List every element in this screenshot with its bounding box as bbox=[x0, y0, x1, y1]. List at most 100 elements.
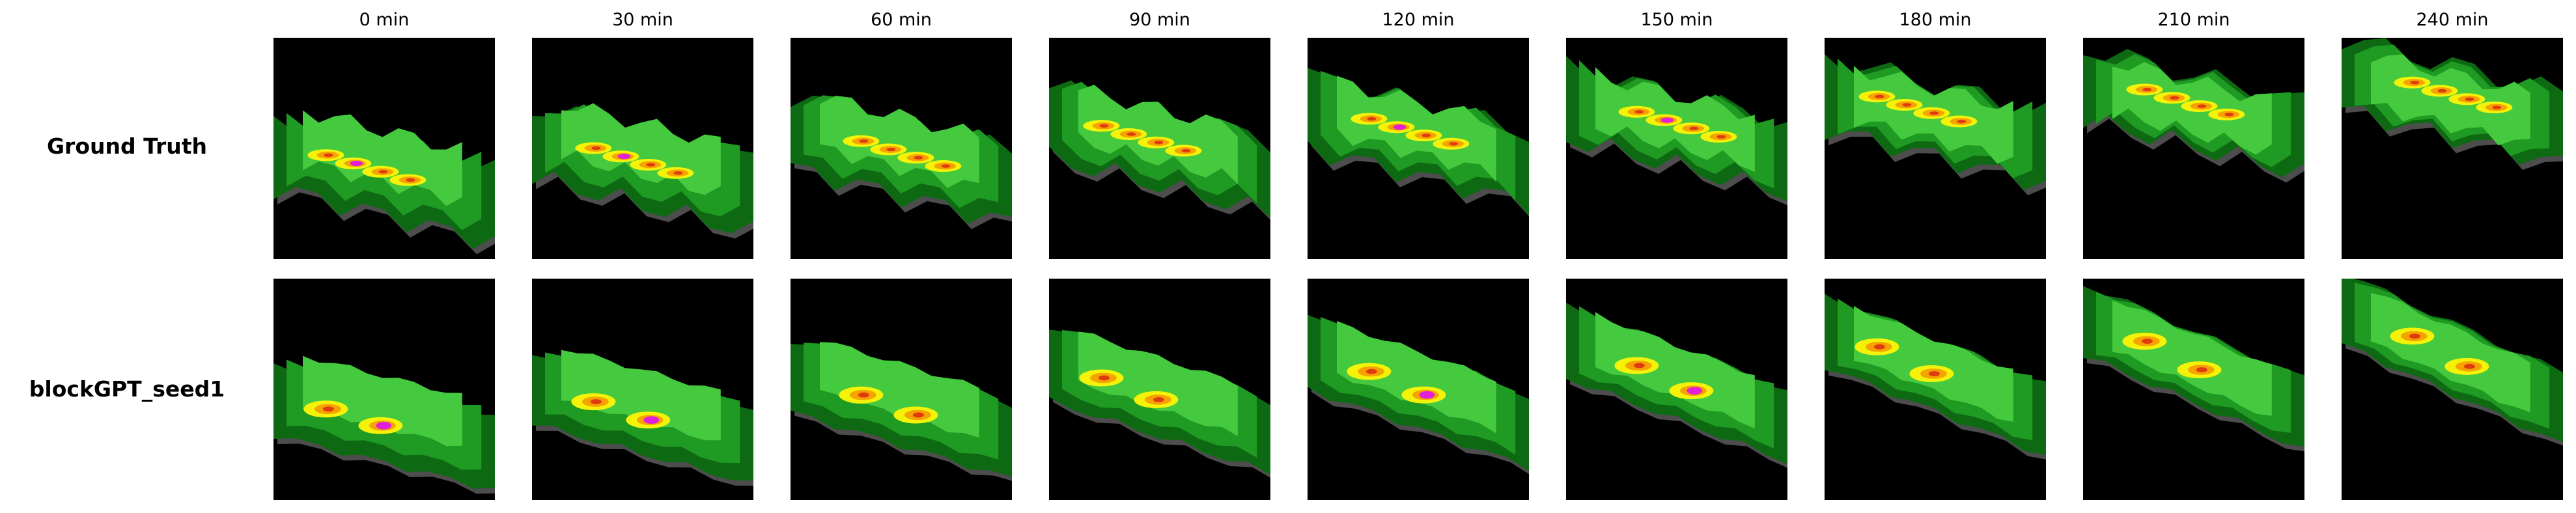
precip-red-core bbox=[886, 147, 896, 152]
precip-light-green bbox=[2371, 293, 2530, 413]
precip-red-core bbox=[1421, 133, 1431, 137]
precip-light-green bbox=[1337, 76, 1496, 182]
precip-red-core bbox=[1098, 375, 1110, 381]
radar-image bbox=[2342, 38, 2563, 170]
precip-red-core bbox=[1099, 124, 1109, 128]
precip-red-core bbox=[646, 163, 656, 167]
precip-red-core bbox=[322, 406, 334, 412]
precip-red-core bbox=[1181, 148, 1191, 153]
precip-magenta-core bbox=[1687, 387, 1703, 395]
radar-image bbox=[1049, 329, 1270, 478]
column-title: 120 min bbox=[1382, 10, 1455, 30]
column-title: 60 min bbox=[871, 10, 932, 30]
precip-red-core bbox=[2463, 364, 2475, 369]
column-title: 0 min bbox=[359, 10, 410, 30]
precip-light-green bbox=[2112, 300, 2272, 416]
radar-panel bbox=[273, 38, 495, 259]
precip-red-core bbox=[2410, 81, 2420, 85]
precip-red-core bbox=[406, 178, 415, 182]
radar-image bbox=[2083, 286, 2304, 452]
radar-panel bbox=[2342, 279, 2563, 500]
precip-red-core bbox=[1634, 110, 1644, 114]
precip-red-core bbox=[324, 153, 333, 157]
precip-red-core bbox=[2224, 113, 2234, 117]
radar-image bbox=[791, 95, 1012, 229]
precip-red-core bbox=[2465, 97, 2474, 101]
radar-image bbox=[2083, 49, 2304, 183]
radar-panel bbox=[1566, 279, 1787, 500]
precip-red-core bbox=[1929, 111, 1939, 115]
precip-red-core bbox=[2141, 339, 2153, 344]
precip-light-green bbox=[1078, 331, 1238, 436]
radar-image bbox=[1825, 54, 2046, 195]
precip-magenta-core bbox=[1660, 117, 1674, 123]
column-title: 240 min bbox=[2416, 10, 2489, 30]
radar-panel bbox=[1566, 38, 1787, 259]
row-label: Ground Truth bbox=[46, 133, 208, 159]
precip-red-core bbox=[591, 146, 601, 150]
precip-light-green bbox=[820, 342, 979, 438]
precip-red-core bbox=[1957, 119, 1967, 124]
precip-red-core bbox=[1365, 368, 1377, 374]
radar-panel bbox=[1049, 38, 1270, 259]
column-title: 30 min bbox=[612, 10, 673, 30]
precip-red-core bbox=[378, 170, 388, 174]
radar-panel bbox=[1825, 38, 2046, 259]
radar-image bbox=[1825, 294, 2046, 460]
radar-image bbox=[273, 355, 495, 494]
precip-magenta-core bbox=[1419, 391, 1435, 399]
precip-red-core bbox=[1127, 132, 1136, 136]
precip-light-green bbox=[1854, 305, 2013, 422]
precip-red-core bbox=[1633, 363, 1645, 368]
precip-magenta-core bbox=[617, 154, 631, 159]
precip-light-green bbox=[1595, 312, 1755, 429]
radar-panel bbox=[791, 38, 1012, 259]
precip-red-core bbox=[912, 412, 924, 418]
precip-red-core bbox=[941, 164, 951, 168]
radar-image bbox=[532, 350, 753, 486]
radar-panel bbox=[1308, 38, 1529, 259]
precip-red-core bbox=[2492, 105, 2502, 109]
precip-red-core bbox=[1716, 135, 1726, 139]
radar-image bbox=[791, 342, 1012, 481]
precip-red-core bbox=[1153, 397, 1164, 402]
radar-panel bbox=[1049, 279, 1270, 500]
radar-image bbox=[1566, 302, 1787, 468]
radar-panel bbox=[2083, 38, 2304, 259]
precip-red-core bbox=[2196, 367, 2207, 372]
radar-image bbox=[1566, 55, 1787, 206]
radar-panel bbox=[1825, 279, 2046, 500]
precip-red-core bbox=[859, 139, 869, 143]
radar-image bbox=[273, 110, 495, 255]
precip-magenta-core bbox=[350, 161, 363, 167]
radar-panel bbox=[273, 279, 495, 500]
column-title: 210 min bbox=[2157, 10, 2230, 30]
precip-red-core bbox=[1928, 371, 1940, 376]
precip-light-green bbox=[561, 350, 721, 441]
precip-magenta-core bbox=[376, 421, 392, 430]
precip-red-core bbox=[673, 171, 683, 175]
precip-red-core bbox=[2170, 96, 2179, 100]
radar-panel bbox=[2342, 38, 2563, 259]
radar-panel bbox=[791, 279, 1012, 500]
precip-red-core bbox=[1873, 344, 1885, 350]
precip-red-core bbox=[1154, 141, 1164, 145]
radar-image bbox=[1049, 80, 1270, 220]
precip-red-core bbox=[914, 156, 923, 159]
radar-image bbox=[1308, 314, 1529, 475]
precip-light-green bbox=[1078, 85, 1238, 184]
precip-red-core bbox=[2409, 333, 2420, 339]
precip-magenta-core bbox=[1393, 124, 1407, 130]
row-label: blockGPT_seed1 bbox=[29, 376, 225, 402]
precip-red-core bbox=[1367, 117, 1377, 121]
precip-light-green bbox=[303, 355, 462, 447]
radar-image bbox=[1308, 68, 1529, 217]
precip-magenta-core bbox=[643, 416, 660, 424]
column-title: 180 min bbox=[1899, 10, 1972, 30]
radar-panel bbox=[532, 279, 753, 500]
radar-panel bbox=[2083, 279, 2304, 500]
column-title: 150 min bbox=[1640, 10, 1713, 30]
precip-light-green bbox=[1337, 320, 1496, 434]
precip-red-core bbox=[1902, 103, 1912, 107]
precip-red-core bbox=[2197, 104, 2207, 108]
